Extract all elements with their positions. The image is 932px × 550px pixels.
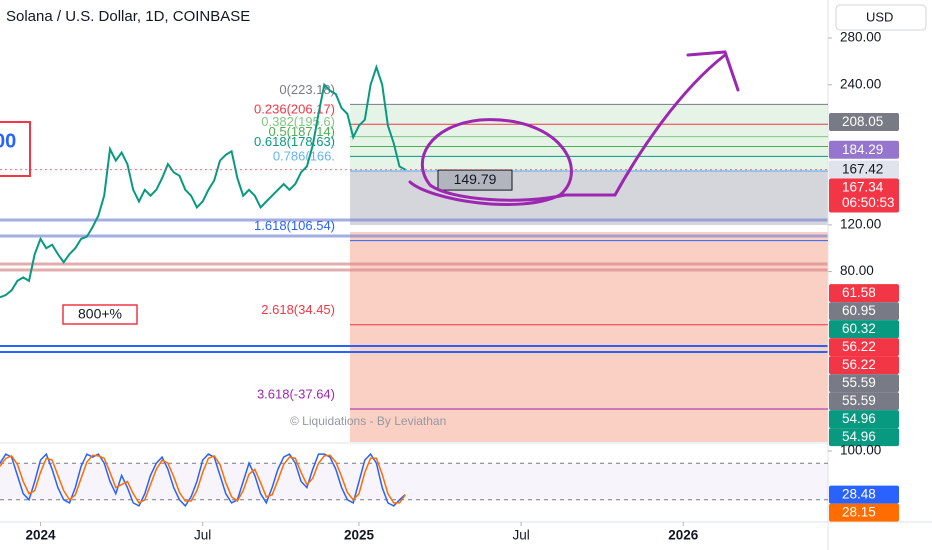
price-label-bg — [829, 410, 899, 429]
price-label: 55.59 — [842, 393, 876, 408]
y-tick-label: 120.00 — [840, 216, 881, 231]
oscillator-label-bg — [829, 485, 899, 504]
y-tick-label: 80.00 — [840, 263, 874, 278]
fib-zone-red — [350, 232, 828, 442]
plot-area: 0(223.18)0.236(206.17)0.382(195.6)0.5(18… — [0, 64, 828, 410]
fib-label: 3.618(-37.64) — [257, 386, 335, 401]
price-label: 54.96 — [842, 411, 876, 426]
currency-label[interactable]: USD — [866, 9, 893, 24]
price-box-label: 149.79 — [454, 171, 497, 187]
fib-label: 1.618(106.54) — [254, 218, 335, 233]
price-label-bg — [829, 178, 899, 213]
price-label: 60.95 — [842, 303, 876, 318]
price-label: 54.96 — [842, 429, 876, 444]
fib-label: 0.5(187.14) — [269, 124, 336, 139]
price-label: 167.42 — [842, 162, 883, 177]
oscillator-line — [0, 452, 406, 508]
oscillator-label-bg — [829, 503, 899, 522]
left-label: 00 — [0, 130, 16, 152]
price-label: 167.34 — [842, 180, 884, 195]
price-label: 55.59 — [842, 375, 876, 390]
drawing-arrowhead — [686, 50, 740, 92]
chart-title: Solana / U.S. Dollar, 1D, COINBASE — [6, 8, 250, 25]
currency-button[interactable] — [835, 4, 927, 31]
left-label-box — [0, 121, 31, 177]
oscillator-label: 28.48 — [842, 487, 876, 502]
x-tick-label: 2025 — [344, 528, 375, 543]
fib-label: 0(223.18) — [279, 82, 335, 97]
price-label-bg — [829, 284, 899, 303]
price-label-bg — [829, 392, 899, 411]
watermark: © Liquidations - By Leviathan — [290, 414, 446, 428]
y-tick-label: 240.00 — [840, 76, 881, 91]
price-label-bg — [829, 302, 899, 321]
price-label-bg — [829, 374, 899, 393]
price-label-bg — [829, 356, 899, 375]
oscillator-line — [0, 454, 406, 504]
x-tick-label: 2024 — [26, 528, 57, 543]
price-line — [0, 64, 406, 299]
x-tick-label: 2026 — [668, 528, 699, 543]
price-label: 60.32 — [842, 321, 876, 336]
price-label: 184.29 — [842, 142, 883, 157]
fib-label: 2.618(34.45) — [261, 302, 335, 317]
price-label-bg — [829, 160, 899, 179]
drawing-path — [408, 53, 727, 206]
gain-label: 800+% — [78, 306, 122, 322]
price-countdown: 06:50:53 — [842, 195, 895, 210]
fib-label: 0.618(178.63) — [254, 134, 335, 149]
oscillator-label: 28.15 — [842, 505, 876, 520]
fib-label: 0.236(206.17) — [254, 102, 335, 117]
price-label: 208.05 — [842, 114, 883, 129]
price-label-bg — [829, 320, 899, 339]
price-label-bg — [829, 140, 899, 159]
oscillator-band — [0, 463, 828, 500]
fib-label: 0.786(166. — [273, 149, 335, 164]
price-label-bg — [829, 428, 899, 447]
price-label: 61.58 — [842, 285, 876, 300]
x-tick-label: Jul — [194, 528, 211, 543]
x-tick-label: Jul — [512, 528, 529, 543]
y-tick-label: 280.00 — [840, 30, 881, 45]
price-label-bg — [829, 113, 899, 132]
price-label: 56.22 — [842, 339, 876, 354]
gain-box — [62, 304, 138, 325]
fib-zone-gray — [350, 170, 828, 225]
y-tick-label: 100.00 — [840, 443, 881, 458]
price-label: 56.22 — [842, 357, 876, 372]
price-label-bg — [829, 338, 899, 357]
